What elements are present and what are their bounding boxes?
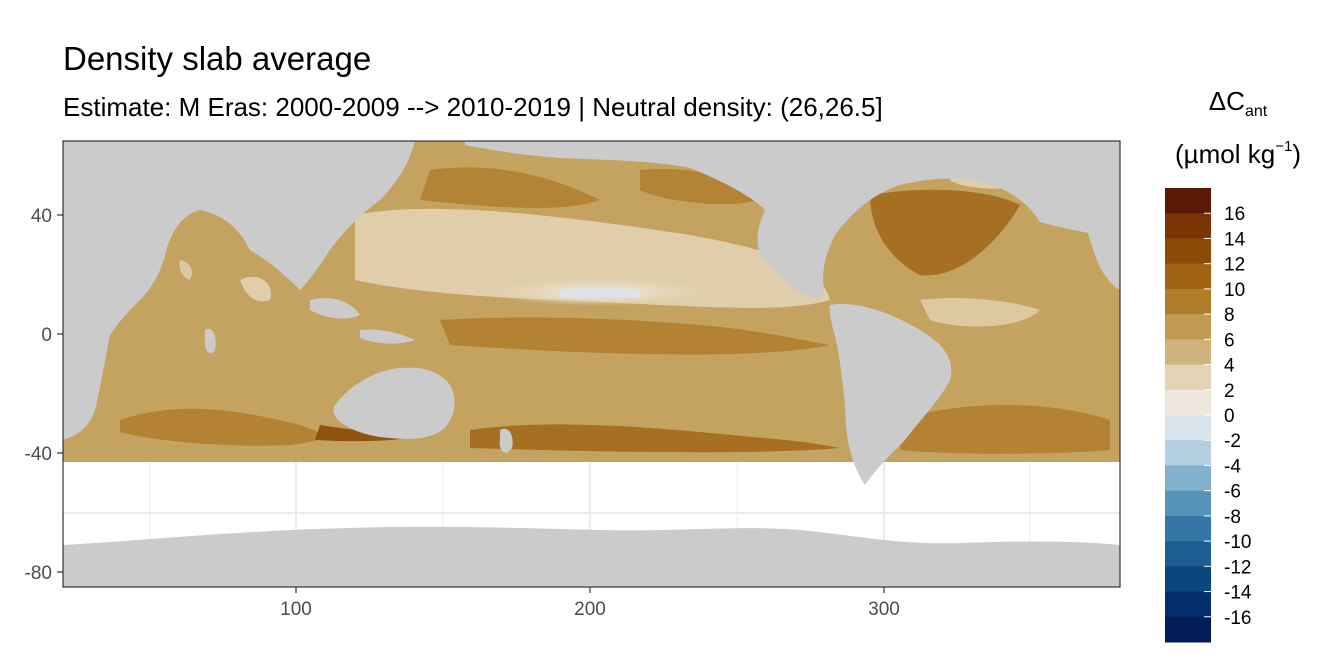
legend-label: -6 (1224, 482, 1241, 503)
land-north-america (465, 141, 1120, 297)
legend-swatch (1165, 566, 1211, 593)
legend-unit: (µmol kg−1) (1163, 138, 1313, 170)
y-tick-label: 0 (41, 325, 52, 346)
legend-label: -4 (1224, 456, 1241, 477)
legend-swatch (1165, 415, 1211, 441)
legend-title-subscript: ant (1244, 103, 1268, 120)
legend-swatch (1165, 440, 1211, 466)
legend-unit-suffix: ) (1292, 139, 1301, 169)
x-tick-label: 100 (280, 599, 312, 620)
ocean-patch (870, 189, 1020, 276)
ocean-patch (120, 408, 322, 446)
legend-colorbar (1165, 188, 1211, 643)
land-indonesia (310, 298, 360, 319)
ocean-patch (900, 405, 1110, 454)
legend-swatch (1165, 263, 1211, 290)
land-madagascar (204, 328, 216, 354)
land-australia (333, 367, 455, 439)
legend-label: -8 (1224, 507, 1241, 528)
legend-label: 0 (1224, 406, 1235, 427)
land-new-zealand (499, 428, 513, 453)
legend-label: -2 (1224, 431, 1241, 452)
legend-label: 2 (1224, 381, 1235, 402)
ocean-patch (355, 208, 830, 308)
x-axis (295, 587, 885, 593)
legend-label: 6 (1224, 330, 1235, 351)
legend-swatch (1165, 288, 1211, 315)
land-south-america (829, 304, 952, 485)
legend-swatch (1165, 213, 1211, 239)
ocean-patch (920, 298, 1040, 327)
chart-title: Density slab average (63, 40, 372, 77)
legend-label: -10 (1224, 532, 1251, 553)
legend-labels: 16 14 12 10 8 6 4 2 0 -2 -4 -6 -8 -10 -12 -14 -16 (1224, 204, 1252, 629)
y-tick-label: -40 (25, 444, 52, 465)
legend-swatch (1165, 616, 1211, 643)
legend-swatch (1165, 465, 1211, 492)
ocean-patch (179, 260, 192, 280)
legend-label: -12 (1224, 557, 1251, 578)
land-europe-africa-east (1084, 198, 1120, 290)
ocean-patch (240, 276, 271, 302)
legend-swatch (1165, 490, 1211, 517)
legend-label: 16 (1224, 204, 1245, 225)
land-greenland (1040, 141, 1120, 187)
chart-subtitle: Estimate: M Eras: 2000-2009 --> 2010-201… (63, 92, 883, 122)
land (63, 141, 1120, 587)
land-antarctica (63, 526, 1120, 587)
y-axis (57, 214, 63, 573)
legend-swatch (1165, 238, 1211, 265)
legend-unit-superscript: −1 (1275, 138, 1293, 155)
y-tick-label: 40 (31, 206, 52, 227)
legend-title: ΔCant (1163, 86, 1313, 121)
ocean-patch (440, 317, 830, 355)
legend-swatch (1165, 591, 1211, 618)
panel-border (62, 140, 1121, 588)
legend-swatch (1165, 541, 1211, 567)
legend-label: -14 (1224, 583, 1252, 604)
ocean-patch-negative (560, 290, 640, 298)
legend-label: 10 (1224, 280, 1245, 301)
ocean-patch (420, 167, 600, 208)
legend-label: -16 (1224, 608, 1251, 629)
legend-swatch (1165, 515, 1211, 542)
x-tick-label: 200 (574, 599, 606, 620)
x-tick-label: 300 (868, 599, 900, 620)
ocean-patch (470, 424, 840, 453)
legend-label: 14 (1224, 229, 1246, 250)
legend-swatch (1165, 314, 1211, 340)
legend-swatch (1165, 364, 1211, 391)
legend-label: 4 (1224, 356, 1235, 377)
legend-title-main: ΔC (1208, 86, 1245, 116)
legend-label: 12 (1224, 255, 1245, 276)
map-panel (63, 141, 1120, 587)
land-new-guinea (360, 329, 415, 344)
y-tick-label: -80 (25, 563, 52, 584)
legend-swatch (1165, 188, 1211, 214)
land-eurasia-africa (63, 141, 415, 440)
legend-swatch (1165, 339, 1211, 366)
legend-label: 8 (1224, 305, 1235, 326)
legend-unit-prefix: (µmol kg (1175, 139, 1276, 169)
legend-swatch (1165, 389, 1211, 416)
ocean-patch (640, 169, 760, 205)
